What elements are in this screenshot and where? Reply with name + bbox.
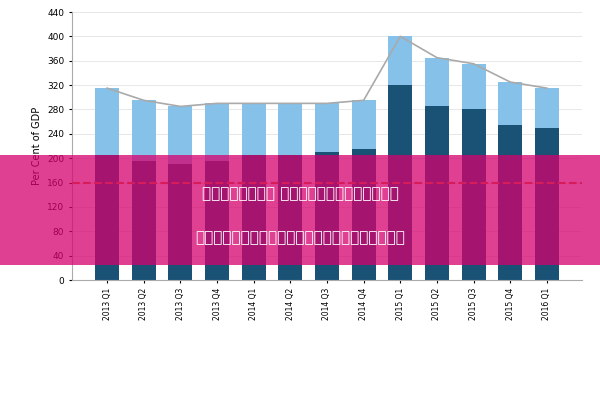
- Bar: [352, 149, 376, 280]
- Bar: [535, 128, 559, 280]
- Bar: [499, 82, 522, 125]
- Bar: [132, 161, 155, 280]
- Bar: [205, 161, 229, 280]
- Bar: [242, 103, 266, 155]
- Bar: [461, 64, 485, 110]
- Bar: [169, 164, 193, 280]
- Bar: [132, 100, 155, 161]
- Text: 育技术中心关于租用中国电信天翼云云桌面服务协议: 育技术中心关于租用中国电信天翼云云桌面服务协议: [195, 230, 405, 245]
- Bar: [535, 88, 559, 128]
- Bar: [95, 88, 119, 155]
- Bar: [425, 106, 449, 280]
- Bar: [278, 103, 302, 155]
- Bar: [169, 106, 193, 164]
- Bar: [315, 152, 339, 280]
- Text: 炒股配资软件平台 中国电信中标结果：竹山县教: 炒股配资软件平台 中国电信中标结果：竹山县教: [202, 186, 398, 201]
- Bar: [315, 103, 339, 152]
- Bar: [388, 36, 412, 85]
- Bar: [388, 85, 412, 280]
- Bar: [352, 100, 376, 149]
- Bar: [499, 125, 522, 280]
- Bar: [95, 155, 119, 280]
- Bar: [242, 155, 266, 280]
- Bar: [461, 110, 485, 280]
- Bar: [205, 103, 229, 161]
- Y-axis label: Per Cent of GDP: Per Cent of GDP: [32, 107, 41, 185]
- Bar: [425, 58, 449, 106]
- Bar: [278, 155, 302, 280]
